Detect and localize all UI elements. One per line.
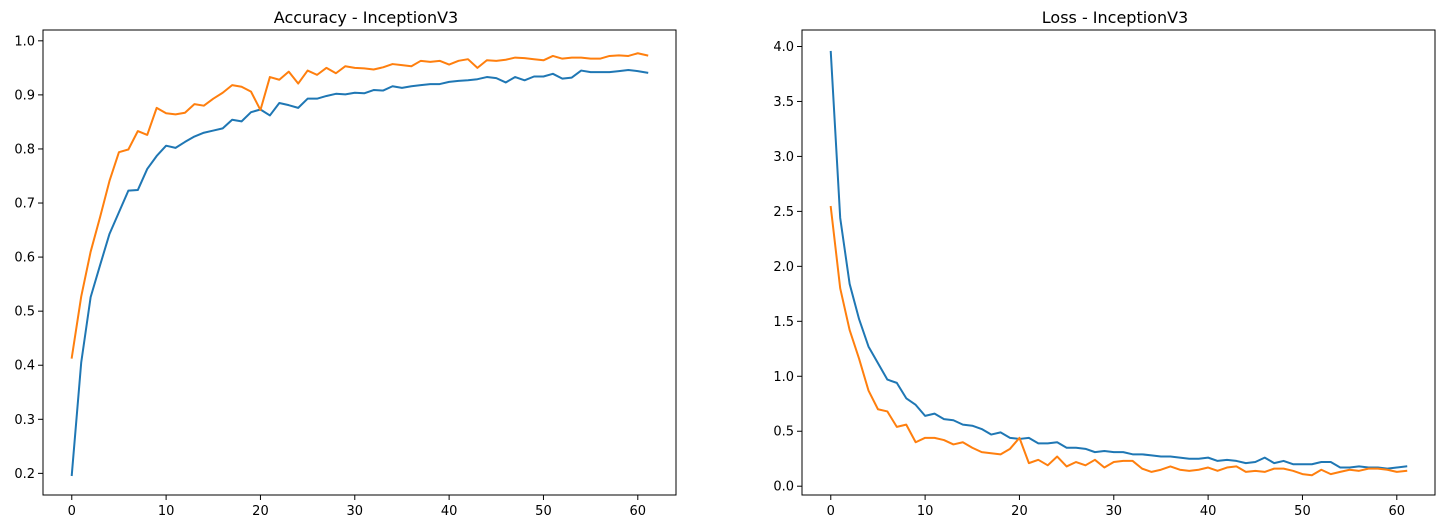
accuracy-plot-frame: [42, 29, 677, 496]
loss-y-tick-label: 3.5: [773, 95, 794, 110]
loss-y-tick-label: 3.0: [773, 150, 794, 165]
loss-chart-title: Loss - InceptionV3: [1042, 8, 1188, 27]
accuracy-x-axis: 0 10 20 30 40 50 60: [68, 495, 646, 519]
loss-y-tick-label: 4.0: [773, 40, 794, 55]
accuracy-x-tick-label: 0: [68, 504, 76, 519]
accuracy-y-tick-label: 1.0: [14, 34, 35, 49]
accuracy-chart: Accuracy - InceptionV3 0 10 20 30 40 50 60 0.2…: [14, 8, 677, 519]
accuracy-x-tick-label: 40: [441, 504, 458, 519]
accuracy-y-tick-label: 0.8: [14, 142, 35, 157]
accuracy-x-tick-label: 10: [158, 504, 175, 519]
accuracy-y-tick-label: 0.7: [14, 197, 35, 212]
accuracy-y-tick-label: 0.5: [14, 305, 35, 320]
loss-y-tick-label: 0.0: [773, 480, 794, 495]
loss-y-tick-label: 2.0: [773, 260, 794, 275]
loss-y-tick-label: 1.5: [773, 315, 794, 330]
accuracy-series-2-line: [70, 52, 649, 359]
accuracy-y-axis: 0.2 0.3 0.4 0.5 0.6 0.7 0.8 0.9 1.0: [14, 34, 43, 482]
loss-y-axis: 0.0 0.5 1.0 1.5 2.0 2.5 3.0 3.5 4.0: [773, 40, 802, 495]
accuracy-series-1-line: [70, 69, 649, 477]
loss-y-tick-label: 1.0: [773, 370, 794, 385]
accuracy-chart-title: Accuracy - InceptionV3: [274, 8, 458, 27]
loss-x-tick-label: 20: [1011, 504, 1028, 519]
accuracy-y-tick-label: 0.9: [14, 88, 35, 103]
accuracy-y-tick-label: 0.3: [14, 413, 35, 428]
loss-x-tick-label: 60: [1389, 504, 1406, 519]
loss-x-axis: 0 10 20 30 40 50 60: [827, 495, 1405, 519]
accuracy-x-tick-label: 60: [630, 504, 647, 519]
accuracy-y-tick-label: 0.6: [14, 251, 35, 266]
accuracy-x-tick-label: 30: [347, 504, 364, 519]
loss-series-layer: [829, 50, 1408, 477]
accuracy-y-tick-label: 0.4: [14, 359, 35, 374]
loss-series-2-line: [829, 205, 1408, 477]
accuracy-x-tick-label: 50: [535, 504, 552, 519]
loss-x-tick-label: 40: [1200, 504, 1217, 519]
loss-x-tick-label: 30: [1106, 504, 1123, 519]
loss-chart: Loss - InceptionV3 0 10 20 30 40 50 60 0.0 0.5 1…: [773, 8, 1436, 519]
loss-x-tick-label: 10: [917, 504, 934, 519]
accuracy-series-layer: [70, 52, 649, 477]
loss-y-tick-label: 2.5: [773, 205, 794, 220]
loss-series-1-line: [829, 50, 1408, 470]
loss-plot-frame: [801, 29, 1436, 496]
accuracy-x-tick-label: 20: [252, 504, 269, 519]
loss-x-tick-label: 0: [827, 504, 835, 519]
loss-x-tick-label: 50: [1294, 504, 1311, 519]
loss-y-tick-label: 0.5: [773, 425, 794, 440]
accuracy-y-tick-label: 0.2: [14, 467, 35, 482]
